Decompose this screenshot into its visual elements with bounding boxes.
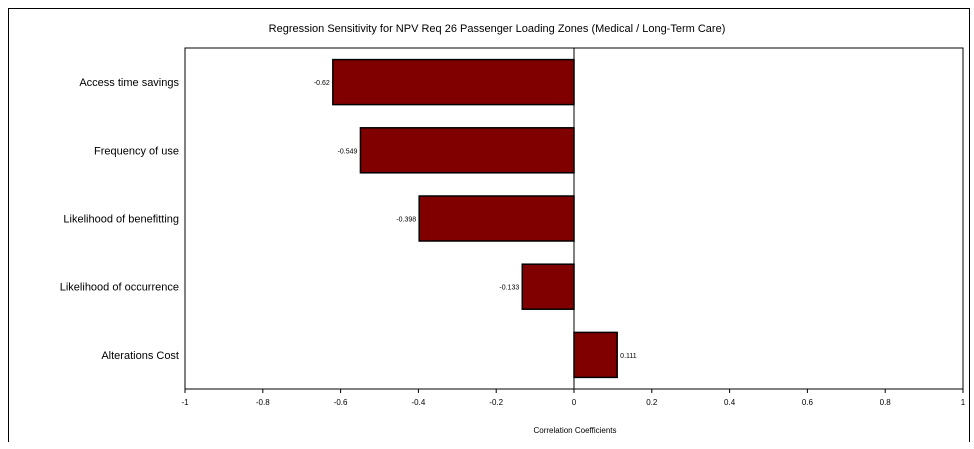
x-tick-label: -0.8 bbox=[256, 398, 270, 407]
x-tick-label: 0 bbox=[572, 398, 577, 407]
x-axis-label: Correlation Coefficients bbox=[533, 426, 616, 435]
data-label: 0.111 bbox=[620, 353, 637, 360]
data-label: -0.133 bbox=[499, 285, 519, 292]
category-label: Frequency of use bbox=[94, 145, 179, 157]
category-label: Likelihood of benefitting bbox=[63, 214, 179, 226]
bar bbox=[332, 58, 575, 106]
plot-area: -1 -0.8 -0.6 -0.4 -0.2 0 0.2 0.4 0.6 0.8 1 Access t… bbox=[60, 47, 966, 407]
bar bbox=[359, 127, 575, 174]
x-tick-label: 0.8 bbox=[880, 398, 892, 407]
x-tick-label: 0.4 bbox=[724, 398, 736, 407]
category-label: Likelihood of occurrence bbox=[60, 282, 179, 294]
x-tick-label: -1 bbox=[181, 398, 189, 407]
data-label: -0.398 bbox=[396, 217, 416, 224]
x-tick-label: -0.2 bbox=[489, 398, 503, 407]
x-tick-label: -0.6 bbox=[334, 398, 348, 407]
category-label: Access time savings bbox=[79, 77, 179, 89]
x-tick-label: 0.2 bbox=[646, 398, 658, 407]
data-label: -0.62 bbox=[314, 80, 330, 87]
chart-title: Regression Sensitivity for NPV Req 26 Pa… bbox=[269, 23, 726, 35]
x-tick-label: 1 bbox=[961, 398, 966, 407]
data-label: -0.549 bbox=[338, 148, 358, 155]
category-label: Alterations Cost bbox=[101, 350, 179, 362]
x-tick-label: -0.4 bbox=[412, 398, 426, 407]
bar bbox=[521, 263, 575, 310]
bar bbox=[573, 331, 618, 379]
x-tick-label: 0.6 bbox=[802, 398, 814, 407]
bar bbox=[418, 195, 575, 242]
